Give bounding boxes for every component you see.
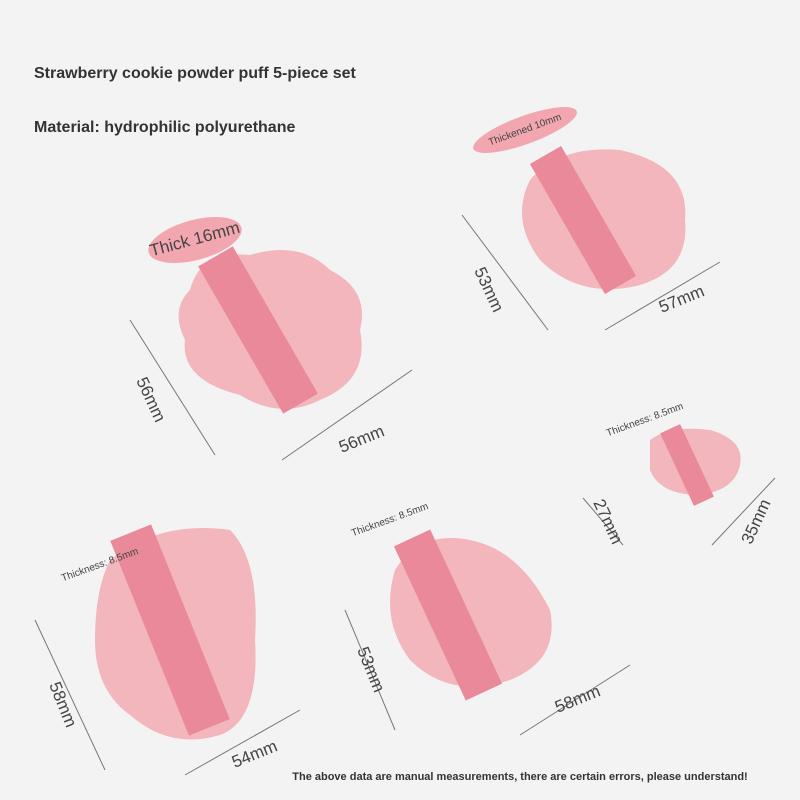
puff-2: Thickened 10mm 53mm 57mm — [461, 107, 721, 331]
footer-note: The above data are manual measurements, … — [292, 771, 747, 783]
title: Strawberry cookie powder puff 5-piece se… — [34, 65, 357, 82]
material: Material: hydrophilic polyurethane — [34, 119, 295, 136]
puff-3: Thickness: 8.5mm 27mm 35mm — [582, 401, 776, 547]
